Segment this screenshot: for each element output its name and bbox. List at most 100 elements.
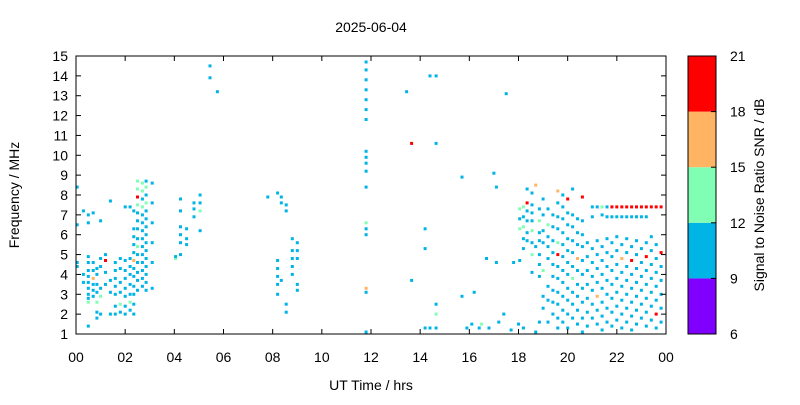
- snr-point-121: [144, 249, 148, 253]
- colorbar-band-1: [688, 222, 716, 279]
- snr-point-103: [140, 276, 144, 280]
- snr-point-262: [537, 239, 541, 243]
- snr-point-183: [364, 290, 368, 294]
- snr-point-339: [576, 257, 579, 260]
- snr-point-258: [537, 320, 541, 324]
- snr-point-363: [590, 274, 594, 278]
- snr-point-297: [556, 241, 560, 245]
- y-axis-label: Frequency / MHz: [6, 142, 22, 249]
- snr-point-440: [635, 308, 638, 312]
- snr-point-335: [576, 308, 579, 312]
- snr-point-484: [659, 278, 663, 282]
- snr-point-200: [405, 90, 409, 94]
- snr-point-61: [123, 304, 127, 308]
- snr-point-462: [644, 241, 648, 245]
- snr-point-69: [128, 300, 132, 304]
- snr-point-253: [530, 203, 534, 207]
- snr-point-482: [659, 306, 663, 310]
- snr-point-231: [521, 326, 525, 330]
- snr-point-215: [465, 326, 469, 330]
- snr-point-403: [615, 318, 619, 322]
- snr-point-54: [118, 310, 122, 314]
- snr-point-48: [113, 304, 117, 308]
- snr-point-268: [541, 269, 545, 272]
- snr-point-124: [144, 225, 148, 229]
- snr-point-388: [605, 278, 609, 282]
- snr-point-114: [140, 189, 144, 193]
- snr-point-59: [118, 257, 122, 260]
- colorbar-ticks: 6 9 12 15 18 21: [711, 48, 746, 342]
- snr-point-193: [364, 118, 368, 121]
- snr-point-277: [546, 245, 550, 249]
- snr-point-9: [86, 296, 90, 300]
- snr-point-82: [132, 259, 136, 262]
- snr-point-357: [585, 269, 589, 272]
- snr-point-431: [630, 314, 634, 318]
- snr-point-6: [81, 209, 85, 213]
- snr-point-95: [136, 227, 139, 231]
- snr-point-96: [136, 219, 139, 223]
- snr-point-18: [86, 213, 90, 217]
- snr-point-143: [179, 209, 182, 213]
- snr-point-224: [494, 261, 498, 264]
- snr-point-295: [556, 265, 560, 268]
- snr-point-88: [136, 288, 139, 292]
- snr-point-406: [615, 276, 619, 280]
- snr-point-145: [185, 243, 189, 247]
- x-axis-ticks: 00 02 04 06 08 10 12 14 16 18 20 22 00: [68, 56, 674, 365]
- snr-point-197: [364, 78, 368, 82]
- snr-point-175: [290, 249, 294, 253]
- plot-area-frame: [75, 55, 667, 335]
- snr-point-351: [580, 219, 584, 223]
- snr-point-225: [497, 320, 501, 324]
- snr-point-435: [630, 259, 634, 262]
- colorbar-band-2: [688, 167, 716, 223]
- snr-point-222: [492, 171, 496, 175]
- snr-point-346: [580, 286, 584, 290]
- snr-point-381: [600, 259, 604, 262]
- snr-point-397: [610, 282, 614, 286]
- snr-point-1: [75, 261, 79, 264]
- snr-point-55: [118, 302, 122, 306]
- snr-point-405: [615, 290, 619, 294]
- colorbar-tick-label: 12: [730, 215, 746, 231]
- snr-point-230: [517, 322, 520, 326]
- snr-point-273: [546, 320, 550, 324]
- y-tick-label: 15: [52, 48, 68, 64]
- snr-point-107: [140, 245, 144, 249]
- snr-point-355: [585, 296, 589, 300]
- snr-point-458: [644, 296, 648, 300]
- snr-point-190: [364, 161, 368, 165]
- snr-point-393: [605, 215, 609, 219]
- snr-point-226: [502, 312, 506, 316]
- snr-point-399: [610, 255, 614, 259]
- snr-point-41: [104, 259, 107, 262]
- snr-point-475: [654, 298, 658, 302]
- snr-point-283: [551, 288, 555, 292]
- snr-point-267: [541, 294, 545, 298]
- snr-point-236: [521, 247, 525, 251]
- snr-point-162: [276, 267, 280, 270]
- snr-point-385: [605, 320, 609, 324]
- snr-point-328: [571, 265, 575, 268]
- snr-point-185: [364, 233, 368, 237]
- snr-point-278: [546, 235, 550, 239]
- snr-point-216: [470, 322, 474, 326]
- snr-point-348: [580, 259, 584, 262]
- x-tick-label: 02: [117, 349, 133, 365]
- snr-point-476: [654, 284, 658, 288]
- snr-point-131: [150, 286, 154, 290]
- snr-point-333: [571, 187, 575, 191]
- snr-point-158: [266, 195, 270, 199]
- snr-point-63: [123, 286, 127, 290]
- snr-point-235: [518, 259, 522, 262]
- snr-point-12: [86, 280, 90, 284]
- snr-point-105: [140, 261, 144, 264]
- snr-point-241: [525, 239, 529, 243]
- snr-point-365: [590, 247, 594, 251]
- snr-point-353: [585, 324, 589, 328]
- snr-point-361: [590, 302, 594, 306]
- colorbar-tick-label: 21: [730, 48, 746, 64]
- snr-point-77: [132, 302, 136, 306]
- snr-point-176: [290, 237, 294, 241]
